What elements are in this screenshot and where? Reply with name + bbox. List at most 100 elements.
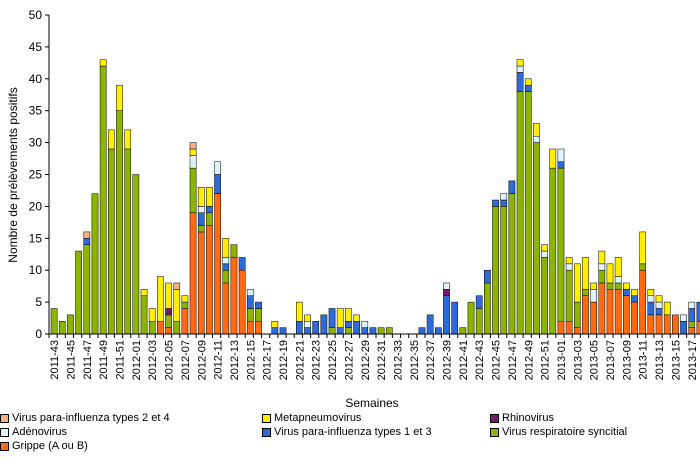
legend-swatch-0 xyxy=(0,413,9,423)
bar-segment-2012-28-series-5 xyxy=(353,314,360,322)
bar-segment-2013-13-series-4 xyxy=(655,301,663,309)
bar-segment-2012-19-series-2 xyxy=(279,327,287,335)
bar-segment-2012-50-series-5 xyxy=(533,123,540,137)
x-tick-label-2012-39: 2012-39 xyxy=(442,340,454,380)
bar-segment-2012-15-series-4 xyxy=(246,289,254,296)
bar-segment-2012-48-series-5 xyxy=(516,59,524,67)
bar-segment-2013-01-series-1 xyxy=(557,167,565,322)
bar-segment-2013-14-series-5 xyxy=(663,301,671,316)
bar-segment-2012-46-series-1 xyxy=(500,206,508,335)
bar-segment-2012-38-series-2 xyxy=(434,327,442,335)
bar-segment-2011-47-series-2 xyxy=(83,238,91,245)
bar-segment-2013-01-series-0 xyxy=(557,320,565,335)
bar-segment-2012-39-series-2 xyxy=(443,295,450,335)
x-tick-label-2012-15: 2012-15 xyxy=(245,340,257,380)
x-tick-label-2013-03: 2013-03 xyxy=(572,340,584,380)
bar-segment-2012-08-series-5 xyxy=(189,148,197,156)
bar-segment-2012-21-series-2 xyxy=(296,320,303,335)
bar-segment-2011-50-series-1 xyxy=(107,148,115,335)
bar-segment-2013-14-series-0 xyxy=(663,314,671,335)
bar-segment-2011-48-series-1 xyxy=(91,193,99,335)
bar-segment-2012-22-series-4 xyxy=(304,320,311,328)
bar-segment-2012-08-series-1 xyxy=(189,167,197,214)
bar-segment-2012-44-series-2 xyxy=(484,269,491,284)
x-tick-label-2012-45: 2012-45 xyxy=(491,340,503,380)
bar-segment-2012-25-series-1 xyxy=(328,327,336,335)
legend-label-0: Virus para-influenza types 2 et 4 xyxy=(12,412,170,424)
bar-segment-2011-47-series-1 xyxy=(83,244,91,335)
bar-segment-2012-09-series-5 xyxy=(197,187,205,207)
x-tick-label-2013-05: 2013-05 xyxy=(589,340,601,380)
legend-swatch-5 xyxy=(490,427,499,437)
bar-segment-2012-03-series-1 xyxy=(148,320,156,335)
bar-segment-2012-21-series-5 xyxy=(296,301,303,322)
bar-segment-2012-08-series-4 xyxy=(189,155,197,169)
x-tick-label-2013-13: 2013-13 xyxy=(654,340,666,380)
x-tick-label-2012-35: 2012-35 xyxy=(409,340,421,380)
x-tick-label-2012-37: 2012-37 xyxy=(425,340,437,380)
bar-segment-2012-05-series-0 xyxy=(165,327,172,335)
bar-segment-2011-43-series-1 xyxy=(50,308,58,335)
legend-item-1: Metapneumovirus xyxy=(262,411,361,425)
bar-segment-2013-16-series-2 xyxy=(680,320,687,335)
y-tick-label-30: 30 xyxy=(29,136,43,150)
x-tick-label-2013-11: 2013-11 xyxy=(638,340,650,380)
bar-segment-2013-04-series-0 xyxy=(582,295,589,335)
bar-segment-2012-22-series-2 xyxy=(304,327,311,335)
legend-label-1: Metapneumovirus xyxy=(274,412,362,424)
bar-segment-2012-32-series-1 xyxy=(385,327,393,335)
bar-segment-2012-03-series-5 xyxy=(148,308,156,322)
bar-segment-2012-43-series-2 xyxy=(475,295,483,309)
bar-segment-2011-52-series-1 xyxy=(124,148,132,335)
x-tick-label-2012-43: 2012-43 xyxy=(474,340,486,380)
bar-segment-2012-15-series-1 xyxy=(246,308,254,322)
bar-segment-2012-09-series-4 xyxy=(197,206,205,214)
bar-segment-2012-11-series-2 xyxy=(214,174,221,194)
bar-segment-2012-07-series-0 xyxy=(181,308,189,335)
bar-segment-2011-52-series-5 xyxy=(124,129,132,150)
x-tick-label-2012-07: 2012-07 xyxy=(180,340,192,380)
bar-segment-2012-06-series-5 xyxy=(173,289,181,322)
bar-segment-2012-50-series-1 xyxy=(533,142,540,335)
legend-item-5: Virus respiratoire syncitial xyxy=(490,425,627,439)
bar-segment-2012-43-series-1 xyxy=(475,308,483,335)
bar-segment-2011-49-series-1 xyxy=(99,65,107,335)
x-tick-label-2011-47: 2011-47 xyxy=(82,340,94,380)
bar-segment-2013-11-series-5 xyxy=(639,231,647,265)
bar-segment-2012-40-series-2 xyxy=(451,301,459,335)
y-tick-label-40: 40 xyxy=(29,72,43,86)
bar-segment-2012-12-series-5 xyxy=(222,238,230,258)
bar-segment-2012-48-series-4 xyxy=(516,65,524,73)
x-tick-label-2013-17: 2013-17 xyxy=(687,340,699,380)
bar-segment-2013-03-series-1 xyxy=(573,301,581,328)
bar-segment-2012-50-series-4 xyxy=(533,135,540,143)
bar-segment-2011-51-series-5 xyxy=(116,84,123,111)
bar-segment-2013-15-series-0 xyxy=(672,314,679,335)
x-axis-label: Semaines xyxy=(345,396,398,410)
bar-segment-2012-12-series-1 xyxy=(222,269,230,284)
bar-segment-2013-10-series-2 xyxy=(631,295,638,303)
bar-segment-2012-47-series-1 xyxy=(508,193,516,335)
bar-segment-2012-48-series-1 xyxy=(516,91,524,335)
x-tick-label-2012-13: 2012-13 xyxy=(229,340,241,380)
x-tick-label-2012-09: 2012-09 xyxy=(196,340,208,380)
bar-segment-2012-09-series-0 xyxy=(197,231,205,335)
bar-segment-2012-11-series-0 xyxy=(214,193,221,335)
bar-segment-2012-29-series-4 xyxy=(361,320,369,328)
x-tick-label-2012-27: 2012-27 xyxy=(343,340,355,380)
bar-segment-2013-13-series-0 xyxy=(655,314,663,335)
bar-segment-2013-17-series-0 xyxy=(688,327,696,335)
bar-segment-2013-17-series-2 xyxy=(688,308,696,322)
bar-segment-2013-05-series-4 xyxy=(590,289,597,303)
bar-segment-2012-07-series-5 xyxy=(181,295,189,303)
bar-segment-2012-05-series-5 xyxy=(165,282,172,309)
bar-segment-2012-49-series-1 xyxy=(524,91,532,335)
bar-segment-2012-16-series-1 xyxy=(255,308,262,322)
bar-segment-2012-02-series-5 xyxy=(140,289,148,296)
bar-segment-2012-44-series-1 xyxy=(484,282,491,335)
x-tick-label-2012-41: 2012-41 xyxy=(458,340,470,380)
bar-segment-2012-49-series-5 xyxy=(524,78,532,86)
x-tick-label-2012-23: 2012-23 xyxy=(311,340,323,380)
bar-segment-2011-50-series-5 xyxy=(107,129,115,150)
